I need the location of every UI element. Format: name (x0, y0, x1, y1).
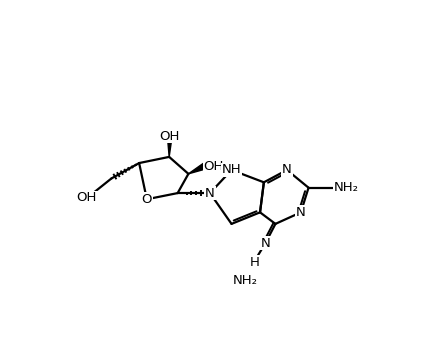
Polygon shape (166, 130, 173, 157)
Text: NH₂: NH₂ (233, 274, 257, 287)
Text: N: N (260, 237, 270, 250)
Text: OH: OH (203, 160, 223, 172)
Text: N: N (295, 206, 305, 219)
Text: N: N (282, 164, 291, 177)
Text: O: O (141, 193, 152, 206)
Text: OH: OH (76, 191, 97, 204)
Text: NH₂: NH₂ (333, 181, 358, 194)
Text: NH: NH (221, 164, 241, 177)
Text: OH: OH (159, 130, 180, 142)
Text: N: N (205, 187, 214, 200)
Text: H: H (249, 256, 259, 269)
Polygon shape (188, 164, 205, 174)
